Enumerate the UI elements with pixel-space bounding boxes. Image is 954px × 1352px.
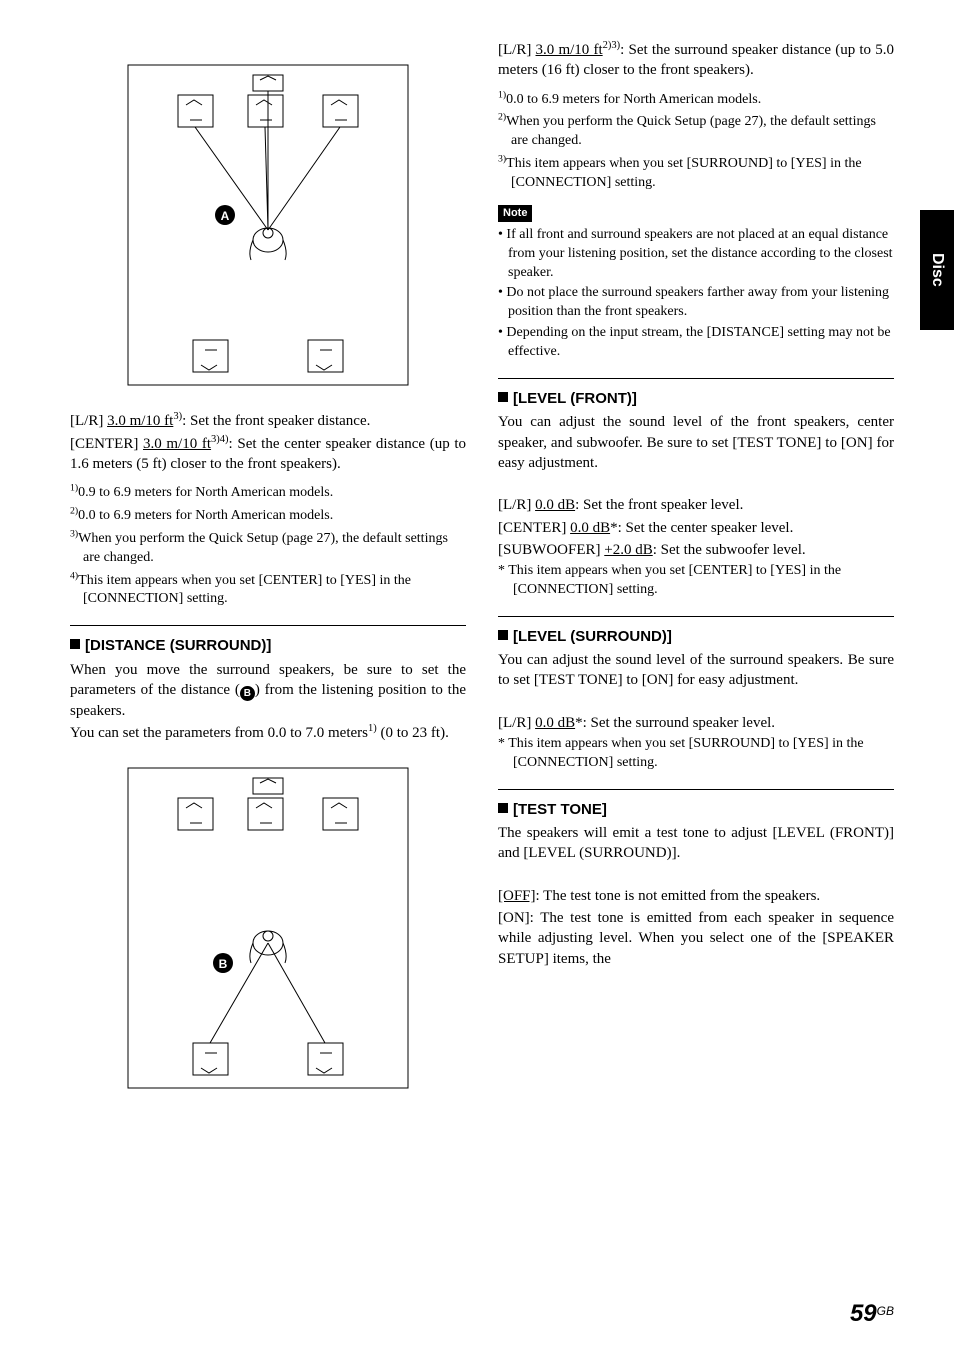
- text: [L/R]: [70, 413, 107, 429]
- page-num-suffix: GB: [877, 1304, 894, 1318]
- text: [CENTER]: [498, 520, 570, 536]
- page-num-main: 59: [850, 1300, 877, 1327]
- circle-b-icon: B: [240, 686, 255, 701]
- setting: [OFF]: The test tone is not emitted from…: [498, 886, 894, 906]
- text: [CENTER]: [70, 436, 143, 452]
- front-center-setting: [CENTER] 3.0 m/10 ft3)4): Set the center…: [70, 434, 466, 475]
- square-bullet-icon: [498, 392, 508, 402]
- value: 0.0 dB: [570, 520, 610, 536]
- text: 0.0 to 6.9 meters for North American mod…: [506, 92, 761, 107]
- fn: 1)0.0 to 6.9 meters for North American m…: [498, 91, 894, 110]
- fn: 2)0.0 to 6.9 meters for North American m…: [70, 507, 466, 526]
- text: : Set the front speaker level.: [575, 497, 743, 513]
- svg-text:B: B: [219, 957, 228, 971]
- text: : Set the surround speaker level.: [583, 715, 775, 731]
- fn: 4)This item appears when you set [CENTER…: [70, 572, 466, 610]
- body: You can set the parameters from 0.0 to 7…: [70, 723, 466, 743]
- body: You can adjust the sound level of the su…: [498, 650, 894, 691]
- text: : The test tone is not emitted from the …: [536, 888, 821, 904]
- head-text: [DISTANCE (SURROUND)]: [85, 637, 271, 654]
- text: You can set the parameters from 0.0 to 7…: [70, 725, 368, 741]
- test-tone-section: [TEST TONE] The speakers will emit a tes…: [498, 789, 894, 969]
- note-label: Note: [498, 205, 532, 222]
- text: *: [575, 715, 583, 731]
- front-lr-setting: [L/R] 3.0 m/10 ft3): Set the front speak…: [70, 411, 466, 431]
- value: +2.0 dB: [604, 542, 652, 558]
- page-number: 59GB: [850, 1298, 894, 1330]
- body: You can adjust the sound level of the fr…: [498, 412, 894, 473]
- fn: 3)This item appears when you set [SURROU…: [498, 155, 894, 193]
- text: [L/R]: [498, 42, 536, 58]
- section-heading: [LEVEL (FRONT)]: [498, 389, 894, 409]
- diagram-a: A: [70, 60, 466, 396]
- value: 3.0 m/10 ft: [536, 42, 603, 58]
- body: When you move the surround speakers, be …: [70, 660, 466, 722]
- note-list: If all front and surround speakers are n…: [498, 226, 894, 362]
- text: [SUBWOOFER]: [498, 542, 604, 558]
- surround-lr-setting: [L/R] 3.0 m/10 ft2)3): Set the surround …: [498, 40, 894, 81]
- footnotes-1: 1)0.9 to 6.9 meters for North American m…: [70, 484, 466, 609]
- value: [OFF]: [498, 888, 536, 904]
- body: The speakers will emit a test tone to ad…: [498, 823, 894, 864]
- sup: 3)4): [211, 434, 229, 445]
- section-heading: [TEST TONE]: [498, 800, 894, 820]
- section-heading: [LEVEL (SURROUND)]: [498, 627, 894, 647]
- text: : Set the center speaker level.: [618, 520, 794, 536]
- text: *: [610, 520, 618, 536]
- sup: 3): [173, 411, 182, 422]
- value: 0.0 dB: [535, 497, 575, 513]
- value: 0.0 dB: [535, 715, 575, 731]
- note-item: If all front and surround speakers are n…: [498, 226, 894, 283]
- head-text: [LEVEL (FRONT)]: [513, 390, 637, 407]
- star-note: * This item appears when you set [CENTER…: [498, 562, 894, 600]
- square-bullet-icon: [498, 803, 508, 813]
- text: When you perform the Quick Setup (page 2…: [78, 531, 448, 565]
- footnotes-2: 1)0.0 to 6.9 meters for North American m…: [498, 91, 894, 193]
- note-item: Depending on the input stream, the [DIST…: [498, 324, 894, 362]
- text: When you perform the Quick Setup (page 2…: [506, 114, 876, 148]
- square-bullet-icon: [70, 639, 80, 649]
- fn: 2)When you perform the Quick Setup (page…: [498, 113, 894, 151]
- text: 0.0 to 6.9 meters for North American mod…: [78, 508, 333, 523]
- section-heading: [DISTANCE (SURROUND)]: [70, 636, 466, 656]
- fn: 1)0.9 to 6.9 meters for North American m…: [70, 484, 466, 503]
- setting: [CENTER] 0.0 dB*: Set the center speaker…: [498, 518, 894, 538]
- left-column: A [L/R] 3.0 m/10 ft3): Set the front spe…: [70, 40, 466, 1115]
- fn: 3)When you perform the Quick Setup (page…: [70, 530, 466, 568]
- text: [L/R]: [498, 715, 535, 731]
- sup: 2)3): [603, 40, 621, 51]
- side-tab: Disc: [920, 210, 954, 330]
- distance-surround-section: [DISTANCE (SURROUND)] When you move the …: [70, 625, 466, 743]
- sup: 1): [368, 723, 377, 734]
- svg-text:A: A: [221, 209, 230, 223]
- diagram-b: B: [70, 763, 466, 1099]
- setting: [L/R] 0.0 dB: Set the front speaker leve…: [498, 495, 894, 515]
- value: 3.0 m/10 ft: [143, 436, 211, 452]
- text: 0.9 to 6.9 meters for North American mod…: [78, 485, 333, 500]
- right-column: [L/R] 3.0 m/10 ft2)3) : Set the surround …: [498, 40, 894, 1115]
- text: (0 to 23 ft).: [377, 725, 449, 741]
- setting: [L/R] 0.0 dB*: Set the surround speaker …: [498, 713, 894, 733]
- setting: [ON]: The test tone is emitted from each…: [498, 908, 894, 969]
- note-item: Do not place the surround speakers farth…: [498, 284, 894, 322]
- star-note: * This item appears when you set [SURROU…: [498, 735, 894, 773]
- text: : Set the subwoofer level.: [653, 542, 806, 558]
- square-bullet-icon: [498, 630, 508, 640]
- level-surround-section: [LEVEL (SURROUND)] You can adjust the so…: [498, 616, 894, 773]
- text: This item appears when you set [SURROUND…: [506, 156, 861, 190]
- setting: [SUBWOOFER] +2.0 dB: Set the subwoofer l…: [498, 540, 894, 560]
- text: : Set the front speaker distance.: [182, 413, 370, 429]
- value: 3.0 m/10 ft: [107, 413, 173, 429]
- level-front-section: [LEVEL (FRONT)] You can adjust the sound…: [498, 378, 894, 600]
- text: This item appears when you set [CENTER] …: [78, 573, 411, 607]
- head-text: [TEST TONE]: [513, 801, 607, 818]
- side-tab-text: Disc: [926, 253, 948, 287]
- text: [L/R]: [498, 497, 535, 513]
- head-text: [LEVEL (SURROUND)]: [513, 628, 672, 645]
- two-column-layout: A [L/R] 3.0 m/10 ft3): Set the front spe…: [70, 40, 894, 1115]
